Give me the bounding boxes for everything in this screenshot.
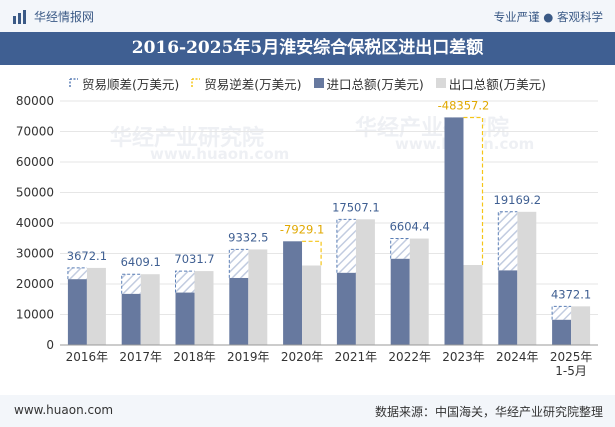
surplus-swatch-icon [69, 78, 78, 87]
y-tick-label: 50000 [16, 186, 54, 200]
surplus-bar [552, 306, 572, 320]
balance-label: 7031.7 [174, 252, 214, 266]
balance-label: 6604.4 [390, 220, 430, 234]
x-axis: 2016年 2017年 2018年 2019年 2020年 2021年 2022年 2023年… [60, 344, 598, 378]
y-axis: 0 10000 20000 30000 40000 50000 60000 70000 8000… [16, 94, 54, 352]
surplus-bar-outline [121, 273, 141, 294]
balance-label: -7929.1 [280, 222, 324, 236]
chart-title: 2016-2025年5月淮安综合保税区进出口差额 [0, 32, 615, 65]
x-tick-label: 2016年 [66, 350, 109, 364]
export-bar [571, 306, 591, 345]
watermark-1: 华经产业研究院 [110, 126, 265, 151]
surplus-bar [336, 219, 356, 273]
x-tick-label: 2018年 [173, 350, 216, 364]
import-swatch [313, 78, 324, 88]
surplus-bar-outline [175, 270, 195, 293]
surplus-bar-outline [336, 218, 356, 273]
y-tick-label: 60000 [16, 155, 54, 169]
y-tick-label: 10000 [16, 308, 54, 322]
legend-item-import: 进口总额(万美元) [313, 74, 424, 92]
watermark-3: www.huaon.com [150, 145, 290, 163]
surplus-bar-outline [551, 305, 572, 320]
brand-logo-icon [13, 9, 26, 24]
surplus-bar [121, 274, 141, 294]
legend-label-surplus: 贸易顺差(万美元) [81, 76, 180, 92]
y-tick-label: 30000 [16, 247, 54, 261]
surplus-bar [229, 249, 249, 278]
import-bar [229, 277, 249, 345]
x-tick-label: 2024年 [496, 350, 539, 364]
deficit-bar-outline [302, 240, 322, 266]
deficit-bar-outline [463, 116, 484, 265]
surplus-bar [175, 271, 195, 293]
slogan: 专业严谨 ● 客观科学 [493, 10, 603, 24]
footer-site[interactable]: www.huaon.com [14, 403, 114, 417]
brand-name: 华经情报网 [34, 10, 95, 24]
surplus-bar [498, 211, 518, 271]
import-bar [444, 117, 464, 345]
balance-label: 17507.1 [332, 200, 380, 214]
import-bar [175, 292, 195, 345]
export-bar [355, 219, 375, 345]
import-bar [67, 279, 87, 345]
y-tick-label: 80000 [16, 94, 54, 108]
legend-label-deficit: 贸易逆差(万美元) [204, 76, 302, 92]
y-tick-label: 70000 [16, 125, 54, 139]
import-bar [336, 272, 356, 345]
bars: 3672.1 6409.1 7031.7 9332.5 -7929.1 17507.1 66… [67, 98, 591, 345]
x-tick-label: 2021年 [335, 350, 378, 364]
deficit-bar [463, 117, 483, 265]
x-tick-label: 2017年 [119, 350, 162, 364]
deficit-swatch-icon [191, 78, 201, 87]
balance-label: -48357.2 [438, 98, 490, 112]
y-tick-label: 0 [46, 338, 54, 352]
x-tick-label: 2022年 [388, 350, 431, 364]
import-bar [390, 258, 410, 345]
export-bar [248, 249, 268, 345]
deficit-bar [302, 241, 322, 266]
legend-item-deficit: 贸易逆差(万美元) [191, 74, 302, 92]
surplus-bar [390, 238, 410, 259]
brand[interactable]: 华经情报网 [12, 8, 94, 25]
legend-item-export: 出口总额(万美元) [435, 74, 547, 92]
export-bar [409, 238, 429, 345]
footer: www.huaon.com 数据来源：中国海关，华经产业研究院整理 [0, 395, 615, 427]
import-bar [283, 241, 303, 345]
watermark-2: 华经产业研究院 [355, 116, 510, 141]
import-bar [498, 270, 518, 345]
export-bar [194, 271, 214, 345]
surplus-bar [67, 267, 87, 280]
legend-label-export: 出口总额(万美元) [448, 76, 547, 92]
export-swatch [435, 78, 446, 88]
surplus-bar-outline [497, 211, 518, 271]
export-bar [517, 211, 537, 345]
export-bar [140, 274, 160, 345]
surplus-bar-outline [67, 267, 87, 280]
balance-label: 9332.5 [228, 230, 268, 244]
x-tick-label: 2023年 [442, 350, 485, 364]
legend-item-surplus: 贸易顺差(万美元) [69, 74, 179, 92]
balance-label: 6409.1 [121, 255, 161, 269]
import-bar [552, 319, 572, 345]
x-tick-label: 2020年 [281, 350, 324, 364]
footer-source: 数据来源：中国海关，华经产业研究院整理 [374, 405, 603, 419]
x-tick-label: 2019年 [227, 350, 270, 364]
export-bar [302, 265, 322, 345]
top-bar: 华经情报网 专业严谨 ● 客观科学 [0, 0, 615, 32]
legend-label-import: 进口总额(万美元) [326, 76, 424, 92]
export-bar [86, 267, 106, 345]
balance-label: 3672.1 [67, 249, 107, 263]
surplus-bar-outline [390, 238, 410, 259]
chart: 0 10000 20000 30000 40000 50000 60000 70000 8000… [16, 94, 598, 378]
y-tick-label: 40000 [16, 216, 54, 230]
balance-label: 4372.1 [551, 287, 591, 301]
x-tick-label: 2025年 [550, 350, 593, 364]
legend: 贸易顺差(万美元) 贸易逆差(万美元) 进口总额(万美元) 出口总额(万美元) [0, 74, 615, 92]
export-bar [463, 264, 483, 345]
surplus-bar-outline [228, 248, 249, 278]
import-bar [121, 293, 141, 345]
y-tick-label: 20000 [16, 277, 54, 291]
x-tick-label: 1-5月 [555, 364, 587, 378]
balance-label: 19169.2 [494, 193, 542, 207]
